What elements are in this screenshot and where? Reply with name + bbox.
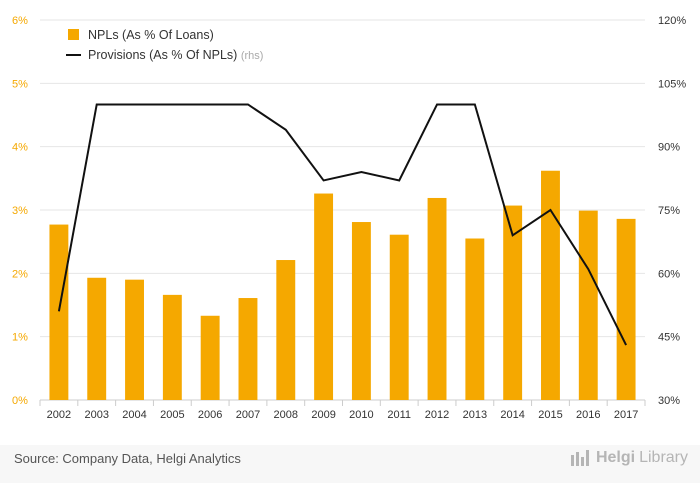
brand-logo: Helgi Library: [570, 449, 688, 467]
combo-chart: 0% 1% 2% 3% 4% 5% 6% 30% 45% 60% 75% 90% 105% 120% 200…: [12, 15, 686, 421]
y-right-tick-label: 30%: [658, 395, 680, 407]
library-icon: [570, 450, 589, 466]
bar: [125, 279, 144, 400]
bar: [465, 238, 485, 400]
x-tick-label: 2011: [387, 409, 411, 421]
y-left-tick-label: 1%: [12, 332, 28, 344]
y-left-tick-label: 3%: [12, 205, 28, 217]
bar: [503, 205, 523, 400]
x-tick-label: 2015: [538, 409, 562, 421]
y-left-tick-label: 6%: [12, 15, 28, 27]
source-note: Source: Company Data, Helgi Analytics: [14, 451, 241, 466]
y-left-tick-label: 4%: [12, 142, 28, 154]
bar: [389, 234, 409, 400]
y-right-tick-label: 120%: [658, 15, 686, 27]
y-right-tick-label: 105%: [658, 78, 686, 90]
x-tick-label: 2010: [349, 409, 373, 421]
y-left-tick-label: 0%: [12, 395, 28, 407]
legend-rhs-note: (rhs): [241, 50, 264, 62]
y-right-tick-label: 75%: [658, 205, 680, 217]
x-tick-label: 2008: [274, 409, 298, 421]
y-right-tick-label: 45%: [658, 332, 680, 344]
legend-swatch-npls: [68, 29, 79, 40]
bar: [578, 210, 598, 400]
bar: [87, 277, 107, 400]
bar: [162, 294, 182, 400]
y-right-tick-label: 90%: [658, 142, 680, 154]
x-tick-label: 2009: [311, 409, 335, 421]
x-tick-label: 2005: [160, 409, 184, 421]
bar: [541, 170, 560, 400]
bar: [351, 222, 371, 400]
legend-label-provisions: Provisions (As % Of NPLs) (rhs): [88, 48, 263, 62]
chart-area: 0% 1% 2% 3% 4% 5% 6% 30% 45% 60% 75% 90% 105% 120% 200…: [12, 15, 686, 421]
x-tick-label: 2013: [463, 409, 487, 421]
bar: [427, 197, 447, 400]
x-tick-label: 2007: [236, 409, 260, 421]
footer: Source: Company Data, Helgi Analytics He…: [0, 445, 700, 483]
bar: [238, 298, 258, 400]
brand-name-light: Library: [639, 449, 688, 466]
brand-name-strong: Helgi: [595, 449, 636, 466]
provisions-line: [57, 103, 627, 346]
y-left-tick-label: 2%: [12, 268, 28, 280]
legend-label-npls: NPLs (As % Of Loans): [88, 28, 214, 42]
y-right-tick-label: 60%: [658, 268, 680, 280]
x-tick-label: 2002: [47, 409, 71, 421]
bar: [616, 218, 636, 400]
x-tick-label: 2004: [122, 409, 146, 421]
bar: [276, 260, 296, 400]
x-tick-label: 2012: [425, 409, 449, 421]
x-tick-label: 2006: [198, 409, 222, 421]
x-tick-label: 2016: [576, 409, 600, 421]
y-left-tick-label: 5%: [12, 78, 28, 90]
x-tick-label: 2003: [84, 409, 108, 421]
x-tick-label: 2017: [614, 409, 638, 421]
bar: [49, 224, 69, 400]
bar: [200, 315, 220, 400]
x-tick-label: 2014: [500, 409, 524, 421]
bar: [314, 193, 334, 400]
